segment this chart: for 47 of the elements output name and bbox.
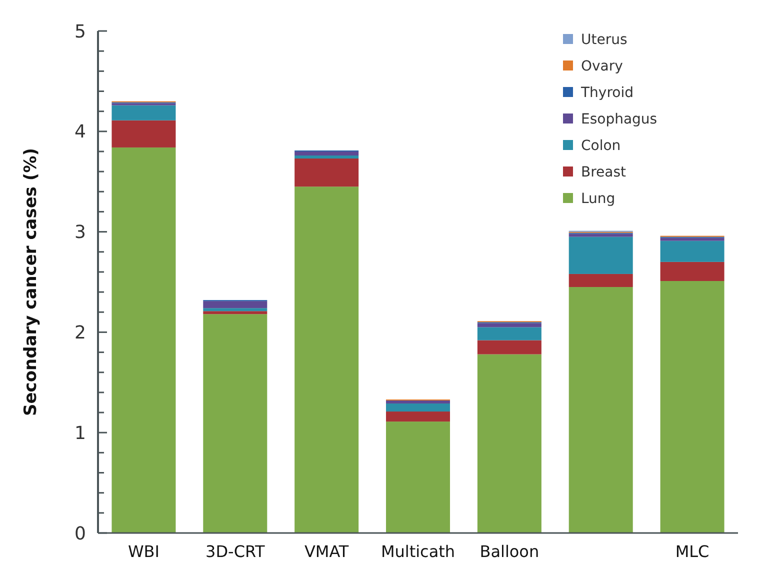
- x-tick-label: WBI: [128, 542, 160, 561]
- x-tick-label: Balloon: [480, 542, 540, 561]
- legend-label: Breast: [581, 164, 627, 180]
- bar: [386, 422, 450, 533]
- bar: [203, 301, 268, 308]
- bar: [203, 314, 268, 533]
- bar: [660, 262, 724, 281]
- bar: [660, 280, 724, 533]
- x-tick-label: VMAT: [304, 542, 349, 561]
- x-tick-label: 3D-CRT: [206, 542, 265, 561]
- y-tick-label: 3: [74, 222, 86, 244]
- bar: [203, 308, 268, 312]
- bar: [660, 240, 724, 262]
- legend-label: Ovary: [581, 58, 623, 74]
- legend-label: Esophagus: [581, 111, 658, 128]
- bar: [203, 311, 268, 314]
- bar: [294, 158, 359, 187]
- y-tick-label: 1: [74, 422, 86, 444]
- legend-label: Colon: [581, 138, 621, 154]
- bar: [568, 287, 633, 533]
- bar: [112, 105, 176, 120]
- legend-label: Uterus: [581, 32, 628, 48]
- bar: [477, 327, 542, 340]
- bar: [477, 340, 542, 354]
- bar: [112, 147, 176, 533]
- x-tick-label: MLC: [675, 542, 710, 561]
- bar: [294, 186, 359, 533]
- bar: [568, 274, 633, 288]
- y-tick-label: 4: [74, 122, 86, 143]
- legend-label: Lung: [581, 190, 616, 207]
- bar: [386, 400, 450, 404]
- y-tick-label: 5: [74, 21, 86, 42]
- y-axis-title: Secondary cancer cases (%): [21, 148, 41, 416]
- bar: [477, 354, 542, 533]
- x-tick-label: Multicath: [380, 542, 456, 561]
- y-tick-label: 0: [74, 523, 86, 544]
- bar: [294, 151, 359, 156]
- bar: [386, 412, 450, 422]
- bar: [568, 236, 633, 274]
- bar: [568, 234, 633, 237]
- bar: [477, 323, 542, 328]
- bar: [386, 403, 450, 412]
- bar: [112, 120, 176, 148]
- bar: [294, 155, 359, 159]
- legend-label: Thyroid: [580, 84, 634, 101]
- bar: [660, 238, 724, 241]
- y-tick-label: 2: [74, 322, 86, 344]
